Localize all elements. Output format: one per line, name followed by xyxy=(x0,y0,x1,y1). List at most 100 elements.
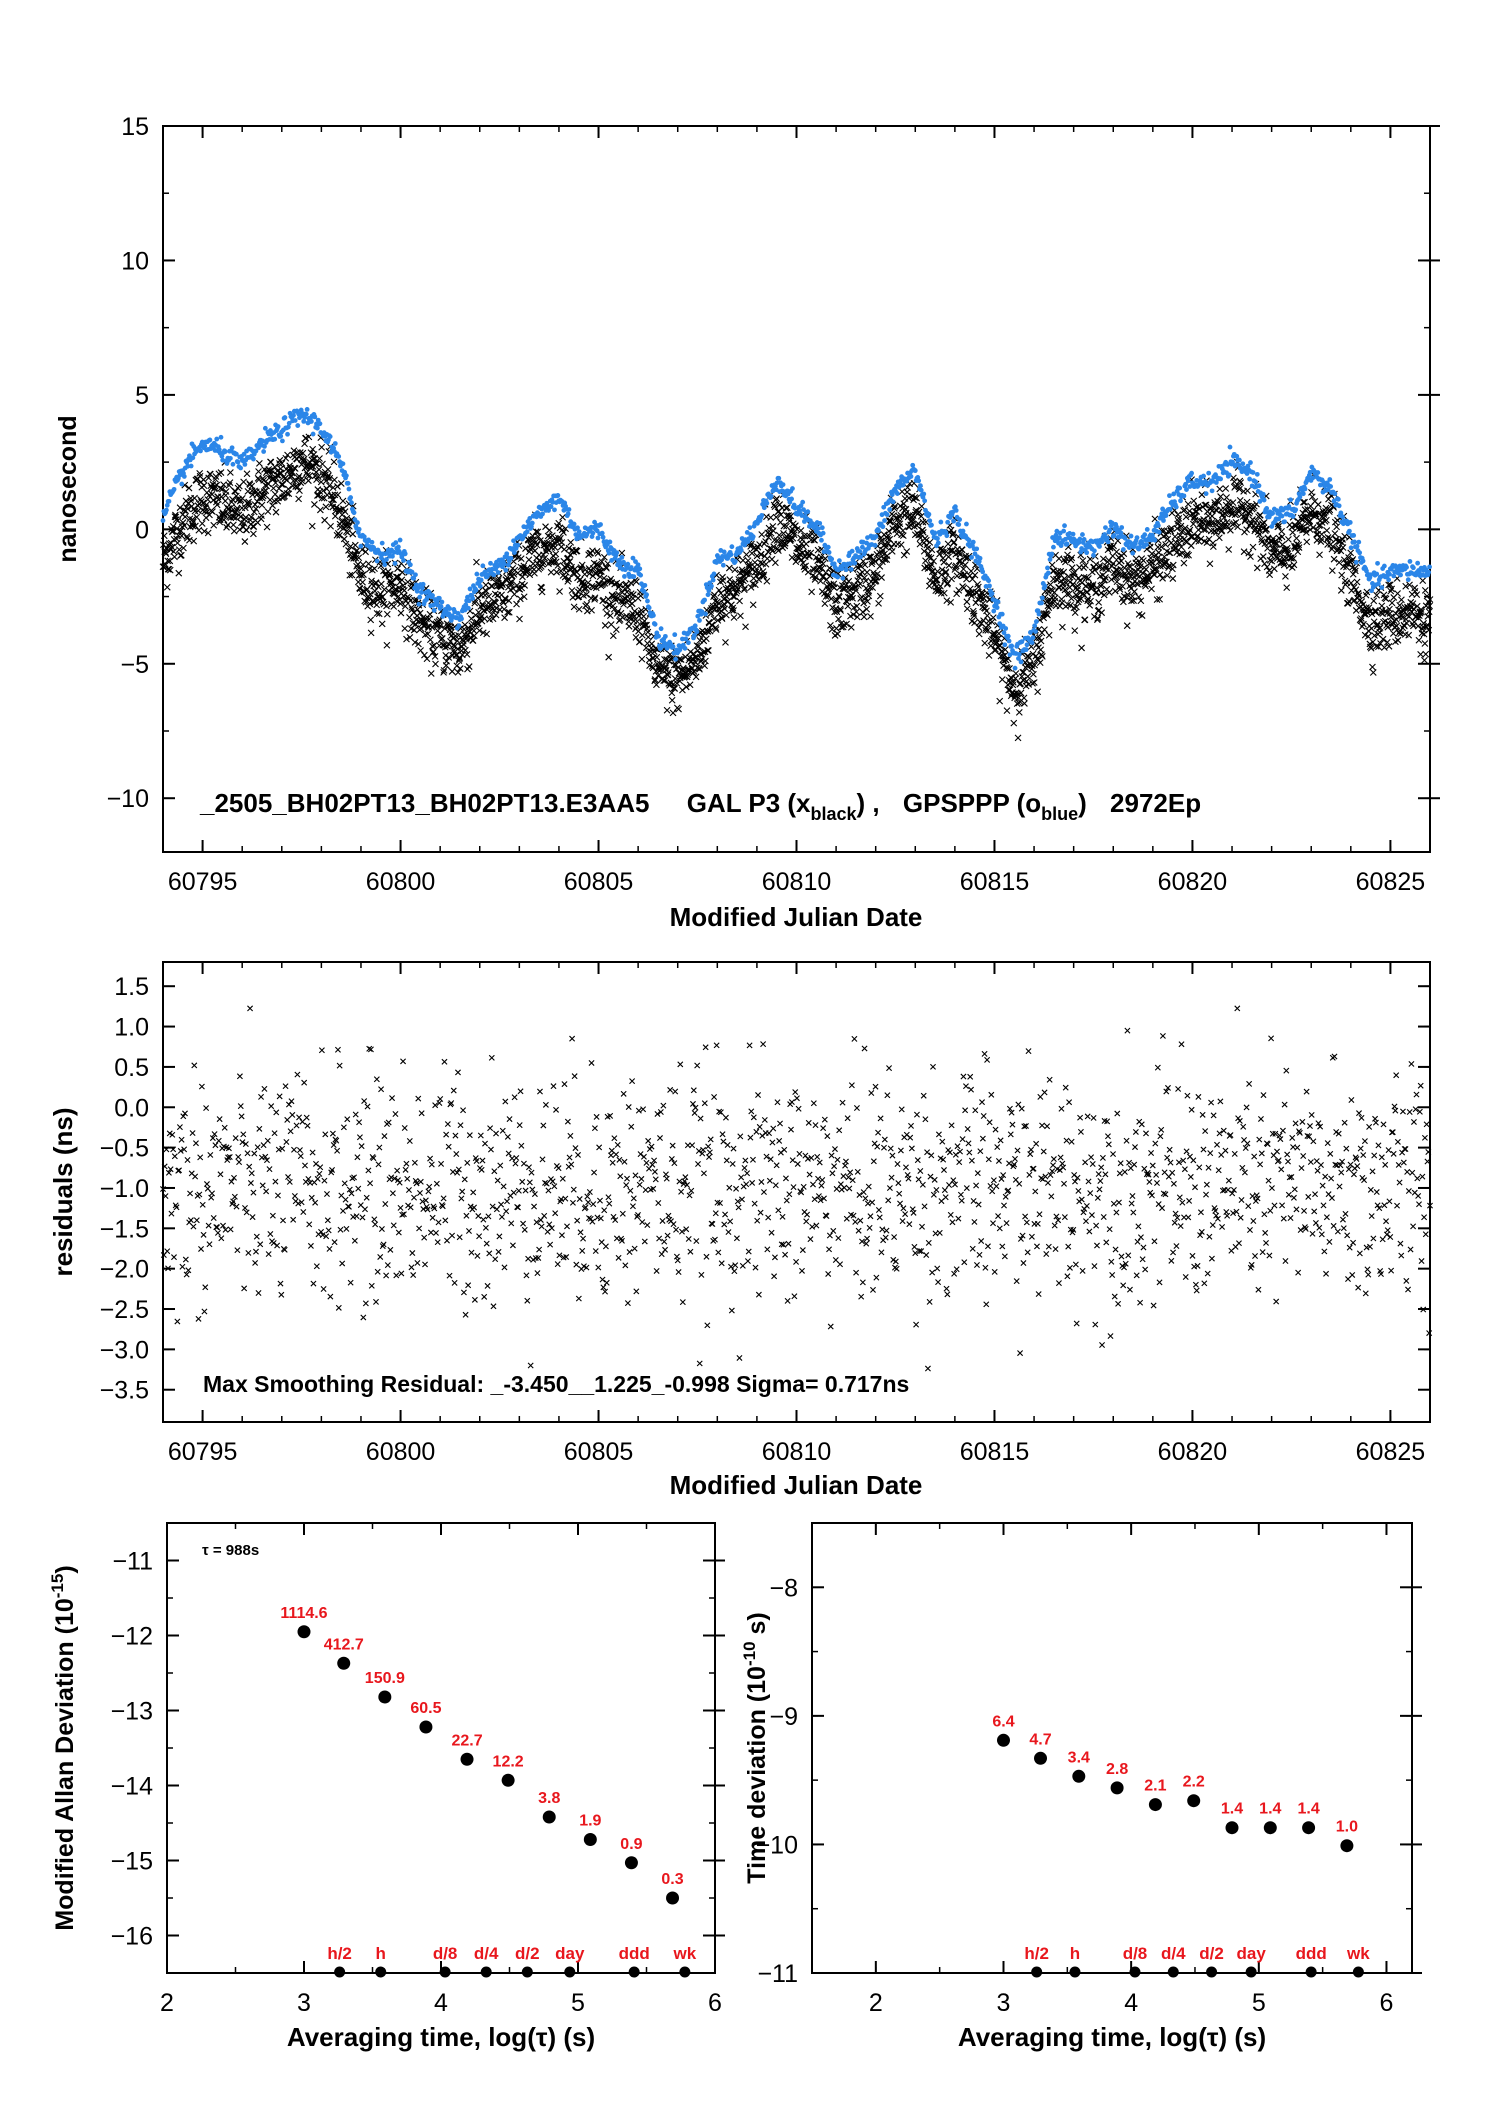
residual-point xyxy=(227,1226,234,1233)
x-point xyxy=(710,615,718,623)
y-tick-label: 10 xyxy=(121,247,149,275)
x-point xyxy=(690,650,697,658)
x-point xyxy=(762,538,769,545)
x-point xyxy=(735,575,743,583)
residual-point xyxy=(291,1146,297,1153)
x-point xyxy=(737,612,744,620)
x-point xyxy=(1186,507,1193,515)
x-point xyxy=(538,588,546,596)
x-point xyxy=(217,469,225,476)
residual-point xyxy=(246,1163,253,1170)
x-point xyxy=(220,481,227,488)
residual-point xyxy=(250,1189,257,1196)
residual-point xyxy=(326,1245,333,1252)
x-point xyxy=(727,581,735,588)
residual-point xyxy=(215,1137,222,1144)
x-point xyxy=(189,518,197,526)
o-point xyxy=(747,525,753,531)
o-point xyxy=(910,462,916,468)
x-point xyxy=(852,587,860,594)
o-point xyxy=(991,608,997,614)
residual-point xyxy=(312,1160,319,1167)
x-point xyxy=(217,485,224,492)
o-point xyxy=(768,493,774,499)
x-point xyxy=(594,550,602,557)
o-point xyxy=(819,525,825,531)
residual-point xyxy=(244,1150,251,1157)
x-point xyxy=(787,512,795,520)
o-point xyxy=(171,486,177,492)
x-point xyxy=(590,583,598,591)
x-point xyxy=(1403,619,1410,627)
o-point xyxy=(721,549,727,555)
x-point xyxy=(899,532,907,539)
o-point xyxy=(1061,528,1067,534)
x-point xyxy=(588,582,596,590)
x-point xyxy=(916,540,924,548)
x-point xyxy=(288,469,296,477)
residual-point xyxy=(327,1293,334,1300)
x-point xyxy=(229,521,237,529)
residual-point xyxy=(237,1103,244,1110)
x-point xyxy=(485,592,493,600)
x-point xyxy=(692,673,700,681)
x-point xyxy=(1333,523,1340,531)
x-point xyxy=(366,590,374,598)
x-point xyxy=(455,655,463,663)
series2-end: ) xyxy=(1078,788,1087,818)
x-point xyxy=(492,611,500,619)
x-point xyxy=(1293,534,1300,542)
x-point xyxy=(624,584,632,591)
o-point xyxy=(776,475,782,481)
x-point xyxy=(591,594,599,602)
o-point xyxy=(598,522,603,527)
o-point xyxy=(815,526,821,531)
o-point xyxy=(977,555,983,561)
o-point xyxy=(1261,497,1267,503)
x-point xyxy=(383,641,391,649)
o-point xyxy=(501,561,507,567)
o-point xyxy=(922,498,928,504)
o-point xyxy=(332,441,338,446)
residual-point xyxy=(204,1185,211,1192)
x-point xyxy=(1132,555,1140,563)
x-point xyxy=(305,477,312,485)
residual-points xyxy=(160,1005,1433,1372)
o-point xyxy=(1398,572,1403,578)
residual-point xyxy=(349,1175,356,1182)
residual-point xyxy=(290,1216,297,1223)
x-point xyxy=(730,607,737,614)
o-point xyxy=(1178,498,1183,504)
residual-point xyxy=(378,1086,385,1093)
x-point xyxy=(337,480,345,487)
x-point xyxy=(714,617,722,624)
o-point xyxy=(637,566,643,572)
o-point xyxy=(1012,665,1018,671)
x-point xyxy=(271,463,279,471)
o-point xyxy=(1253,479,1258,485)
x-point xyxy=(913,494,920,502)
x-point xyxy=(770,501,778,509)
x-point xyxy=(699,648,707,656)
x-point xyxy=(1244,487,1251,495)
o-point xyxy=(1080,532,1085,537)
x-axis-label: Modified Julian Date xyxy=(670,902,923,932)
o-point xyxy=(600,534,606,540)
x-point xyxy=(210,521,218,529)
x-point xyxy=(603,577,611,585)
residual-point xyxy=(214,1224,221,1231)
x-point xyxy=(242,514,250,521)
o-point xyxy=(1310,475,1316,481)
residual-point xyxy=(236,1073,243,1080)
x-point xyxy=(507,581,515,588)
residual-point xyxy=(312,1199,319,1206)
o-point xyxy=(1374,571,1380,577)
x-point xyxy=(1394,636,1402,644)
x-point xyxy=(902,509,910,517)
o-point xyxy=(884,512,890,517)
x-point xyxy=(336,531,343,539)
x-point xyxy=(453,637,461,645)
x-point xyxy=(1171,533,1179,540)
residual-point xyxy=(170,1254,177,1261)
x-point xyxy=(264,508,272,515)
